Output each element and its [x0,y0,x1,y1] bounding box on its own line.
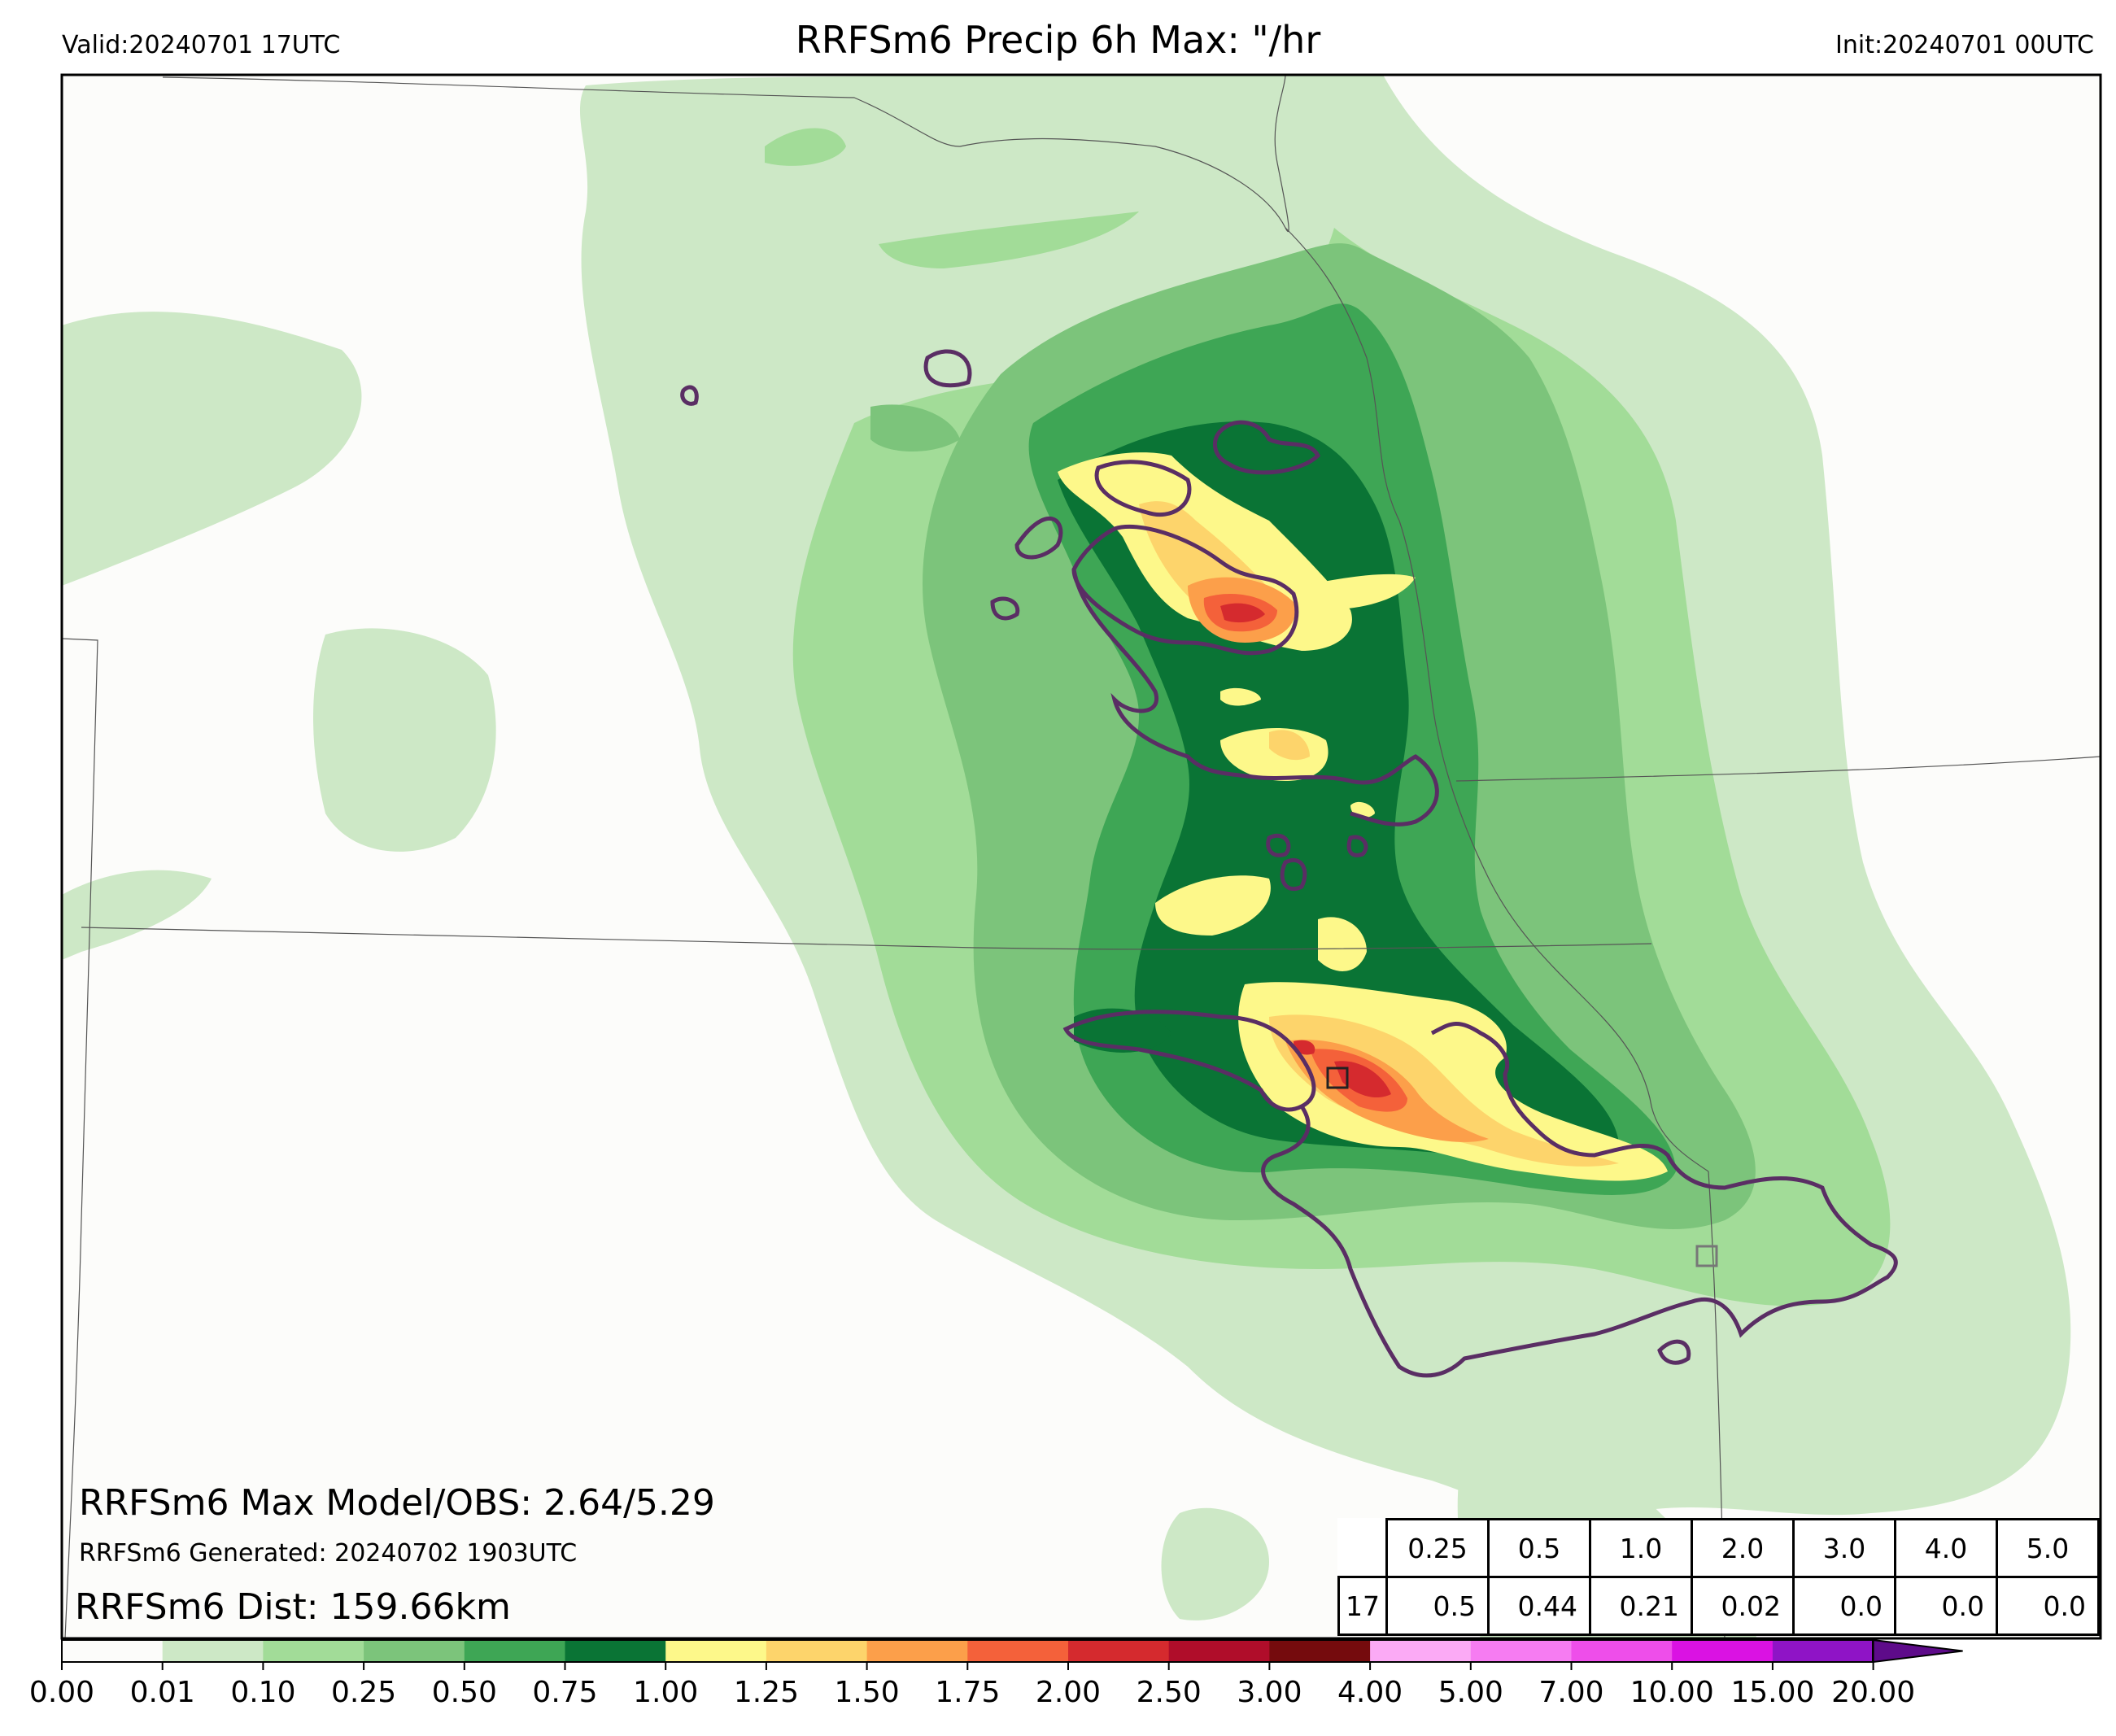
colorbar-tick-label: 0.75 [532,1676,598,1709]
colorbar-tick-label: 0.01 [129,1676,195,1709]
threshold-cell: 2.0 [1691,1518,1795,1578]
stats-value-row: 17 0.5 0.44 0.21 0.02 0.0 0.0 0.0 [1337,1576,2100,1636]
colorbar-swatch [1269,1640,1371,1662]
chart-title: RRFSm6 Precip 6h Max: "/hr [795,18,1321,62]
colorbar-tick-label: 7.00 [1538,1676,1604,1709]
stats-value-cell: 0.0 [1996,1576,2100,1636]
colorbar-swatch [364,1640,465,1662]
init-time-label: Init:20240701 00UTC [1835,31,2094,59]
threshold-cell: 3.0 [1792,1518,1896,1578]
colorbar-swatch [1168,1640,1270,1662]
colorbar-extend-arrow [1872,1638,1963,1664]
colorbar-swatch [1672,1640,1774,1662]
stats-value-cell: 0.21 [1589,1576,1693,1636]
stats-header-row: 0.25 0.5 1.0 2.0 3.0 4.0 5.0 [1338,1518,2100,1578]
colorbar-tick-label: 4.00 [1337,1676,1403,1709]
colorbar-swatch [766,1640,868,1662]
max-model-obs-label: RRFSm6 Max Model/OBS: 2.64/5.29 [79,1482,715,1524]
colorbar-tick-label: 1.25 [733,1676,799,1709]
map-frame [60,73,2102,1640]
stats-table: 0.25 0.5 1.0 2.0 3.0 4.0 5.0 17 0.5 0.44… [1337,1518,2100,1636]
colorbar-swatch [866,1640,968,1662]
stats-value-cell: 0.44 [1487,1576,1591,1636]
colorbar-swatch [1370,1640,1472,1662]
colorbar-tick-label: 1.00 [633,1676,699,1709]
colorbar-tick-label: 20.00 [1831,1676,1916,1709]
threshold-cell: 0.25 [1385,1518,1490,1578]
colorbar-tick-label: 0.25 [331,1676,397,1709]
stats-value-cell: 0.02 [1691,1576,1795,1636]
colorbar-swatch [665,1640,767,1662]
colorbar-swatch [263,1640,364,1662]
colorbar-swatch [1470,1640,1572,1662]
threshold-cell: 1.0 [1589,1518,1693,1578]
colorbar-swatch [1068,1640,1170,1662]
colorbar-swatch [1772,1640,1874,1662]
colorbar-swatch [565,1640,666,1662]
colorbar-tick-label: 15.00 [1730,1676,1815,1709]
colorbar-tick-label: 0.00 [28,1676,95,1709]
stats-value-cell: 0.5 [1385,1576,1490,1636]
colorbar-tick-label: 2.00 [1035,1676,1102,1709]
colorbar-tick-label: 3.00 [1237,1676,1302,1709]
stats-value-cell: 0.0 [1792,1576,1896,1636]
colorbar-tick-marks [61,1662,1874,1670]
colorbar-tick-label: 0.10 [230,1676,296,1709]
obs-max-marker [1326,1066,1349,1089]
model-max-marker [1695,1245,1718,1267]
colorbar-tick-label: 0.50 [431,1676,497,1709]
stats-row-label: 17 [1337,1576,1388,1636]
colorbar-tick-label: 1.75 [935,1676,1001,1709]
threshold-cell: 4.0 [1894,1518,1998,1578]
colorbar-tick-label: 2.50 [1136,1676,1202,1709]
threshold-cell: 0.5 [1487,1518,1591,1578]
stats-corner [1338,1519,1387,1578]
obs-contour [680,349,1898,1378]
generated-label: RRFSm6 Generated: 20240702 1903UTC [79,1539,578,1568]
colorbar-swatch [162,1640,264,1662]
colorbar-swatch [1571,1640,1673,1662]
colorbar-tick-label: 1.50 [834,1676,900,1709]
colorbar-swatch [967,1640,1069,1662]
stats-value-cell: 0.0 [1894,1576,1998,1636]
colorbar-swatch [464,1640,565,1662]
threshold-cell: 5.0 [1996,1518,2100,1578]
colorbar-swatch [62,1640,164,1662]
colorbar-tick-label: 10.00 [1630,1676,1714,1709]
distance-label: RRFSm6 Dist: 159.66km [75,1586,511,1628]
colorbar-swatches [62,1640,1874,1662]
valid-time-label: Valid:20240701 17UTC [62,31,341,59]
colorbar-tick-label: 5.00 [1438,1676,1503,1709]
